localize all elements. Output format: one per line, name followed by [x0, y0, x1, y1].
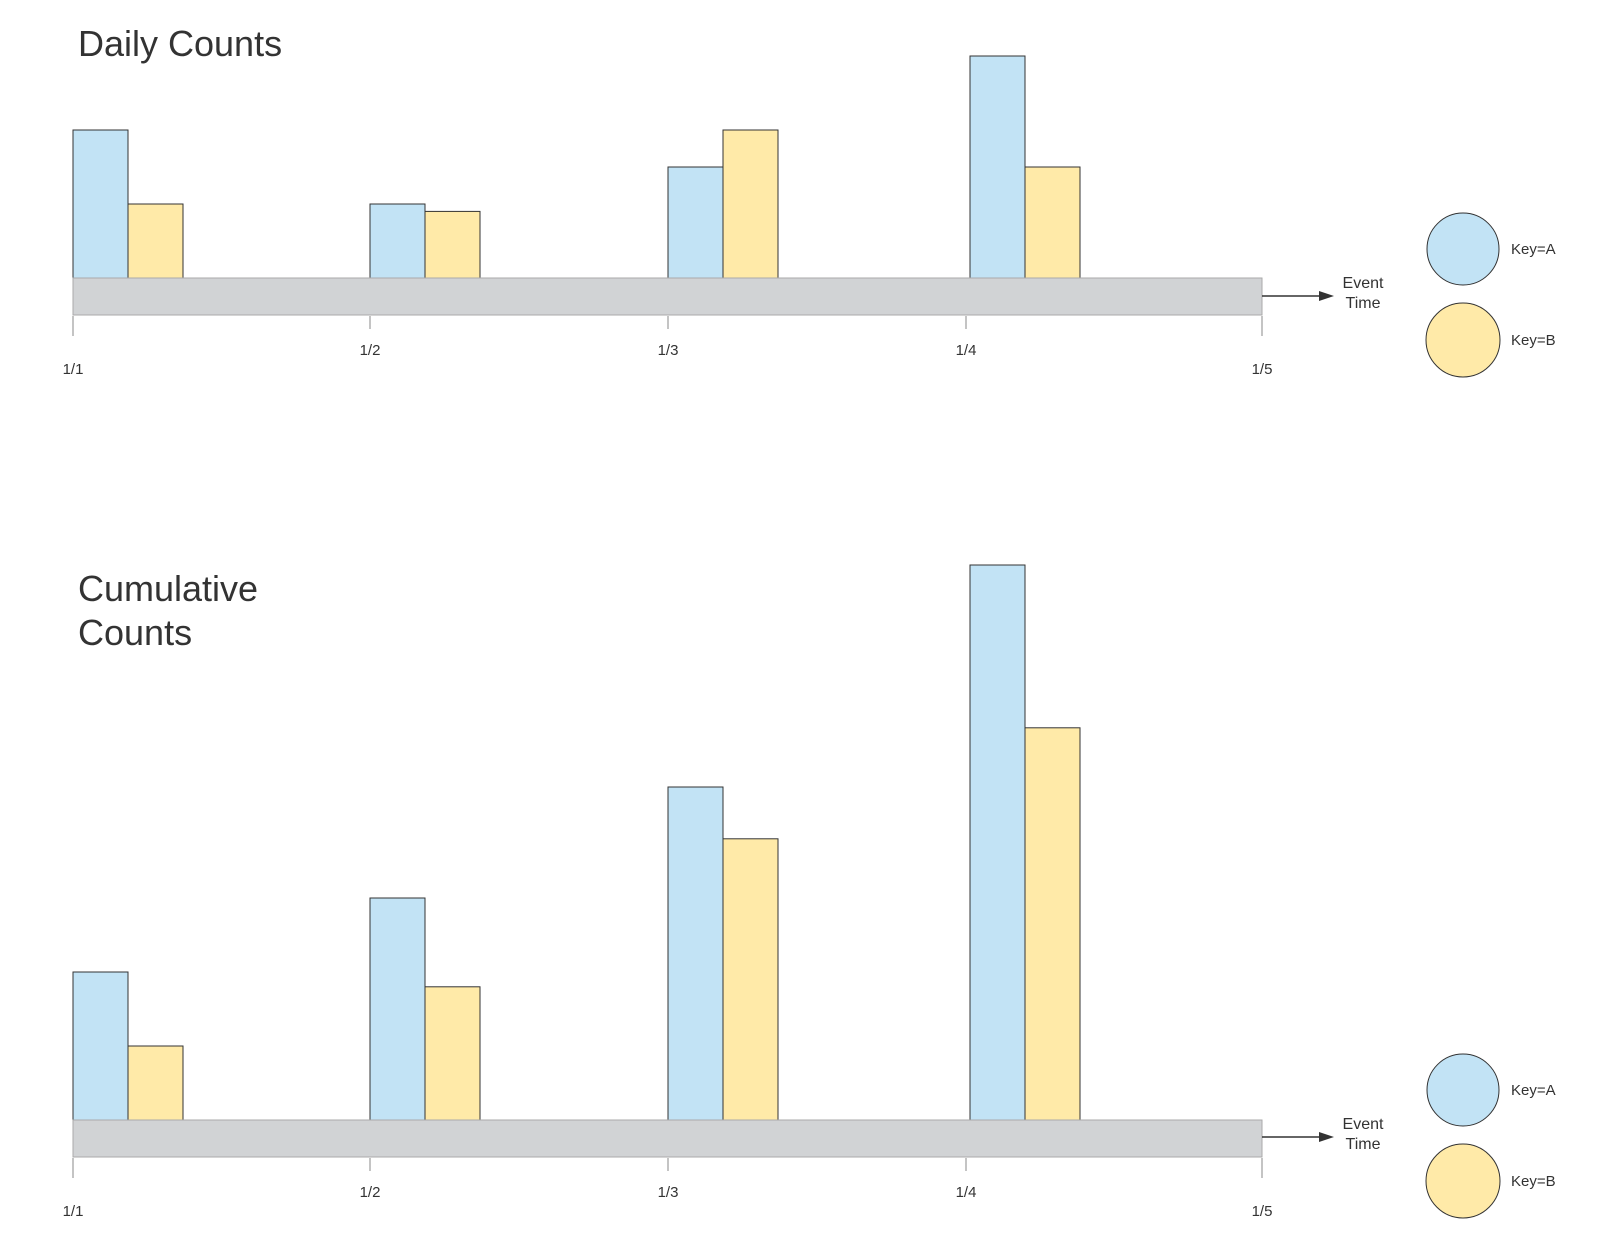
- bar-b-1-4: [1024, 166, 1081, 279]
- tick-label: 1/4: [956, 1184, 977, 1201]
- legend-swatch-b: [1425, 1143, 1501, 1219]
- cumulative-counts-chart: Cumulative Counts 1/2 1/3 1/41/1 1/5 Event …: [63, 564, 1556, 1220]
- bar-a-1-1: [72, 129, 129, 279]
- tick-label: 1/1: [63, 361, 84, 378]
- tick-label: 1/5: [1252, 361, 1273, 378]
- x-axis-label-line2: Time: [1346, 295, 1381, 312]
- legend-swatch-b: [1425, 302, 1501, 378]
- bar-a-1-4: [969, 55, 1026, 279]
- legend: Key=A Key=B: [1425, 212, 1556, 378]
- bar-a-1-2: [369, 203, 426, 279]
- bar-group: [72, 55, 1081, 279]
- legend-swatch-a: [1426, 212, 1500, 286]
- bar-b-1-2: [424, 210, 481, 279]
- chart-title-line2: Counts: [78, 612, 192, 653]
- x-axis-label-line2: Time: [1346, 1136, 1381, 1153]
- x-axis-label-line1: Event: [1343, 275, 1384, 292]
- legend-label-b: Key=B: [1511, 1173, 1556, 1190]
- tick-label: 1/3: [658, 342, 679, 359]
- legend-label-a: Key=A: [1511, 1082, 1556, 1099]
- bar-b-1-3: [722, 129, 779, 279]
- x-ticks: 1/2 1/3 1/4 1/1 1/5: [63, 1158, 1273, 1220]
- x-ticks: 1/2 1/3 1/4 1/1 1/5: [63, 316, 1273, 378]
- legend: Key=A Key=B: [1425, 1053, 1556, 1219]
- bar-b-1-1: [127, 203, 184, 279]
- bar-b-1-1: [127, 1045, 184, 1121]
- legend-label-a: Key=A: [1511, 241, 1556, 258]
- event-time-arrow: [1262, 1132, 1334, 1142]
- time-axis-band: [72, 277, 1263, 316]
- tick-label: 1/1: [63, 1203, 84, 1220]
- legend-swatch-a: [1426, 1053, 1500, 1127]
- bar-a-1-3: [667, 166, 724, 279]
- tick-label: 1/4: [956, 342, 977, 359]
- bar-b-1-2: [424, 986, 481, 1121]
- legend-label-b: Key=B: [1511, 332, 1556, 349]
- bar-group: [72, 564, 1081, 1121]
- tick-label: 1/3: [658, 1184, 679, 1201]
- x-axis-label-line1: Event: [1343, 1116, 1384, 1133]
- bar-b-1-3: [722, 838, 779, 1121]
- bar-a-1-3: [667, 786, 724, 1121]
- bar-a-1-2: [369, 897, 426, 1121]
- event-time-arrow: [1262, 291, 1334, 301]
- chart-title-line1: Cumulative: [78, 568, 258, 609]
- bar-b-1-4: [1024, 727, 1081, 1121]
- daily-counts-chart: Daily Counts 1/2 1/3 1/41/1 1/5 Event Time …: [63, 23, 1556, 378]
- tick-label: 1/5: [1252, 1203, 1273, 1220]
- bar-a-1-1: [72, 971, 129, 1121]
- chart-title: Daily Counts: [78, 23, 282, 64]
- bar-a-1-4: [969, 564, 1026, 1121]
- time-axis-band: [72, 1119, 1263, 1158]
- tick-label: 1/2: [360, 342, 381, 359]
- tick-label: 1/2: [360, 1184, 381, 1201]
